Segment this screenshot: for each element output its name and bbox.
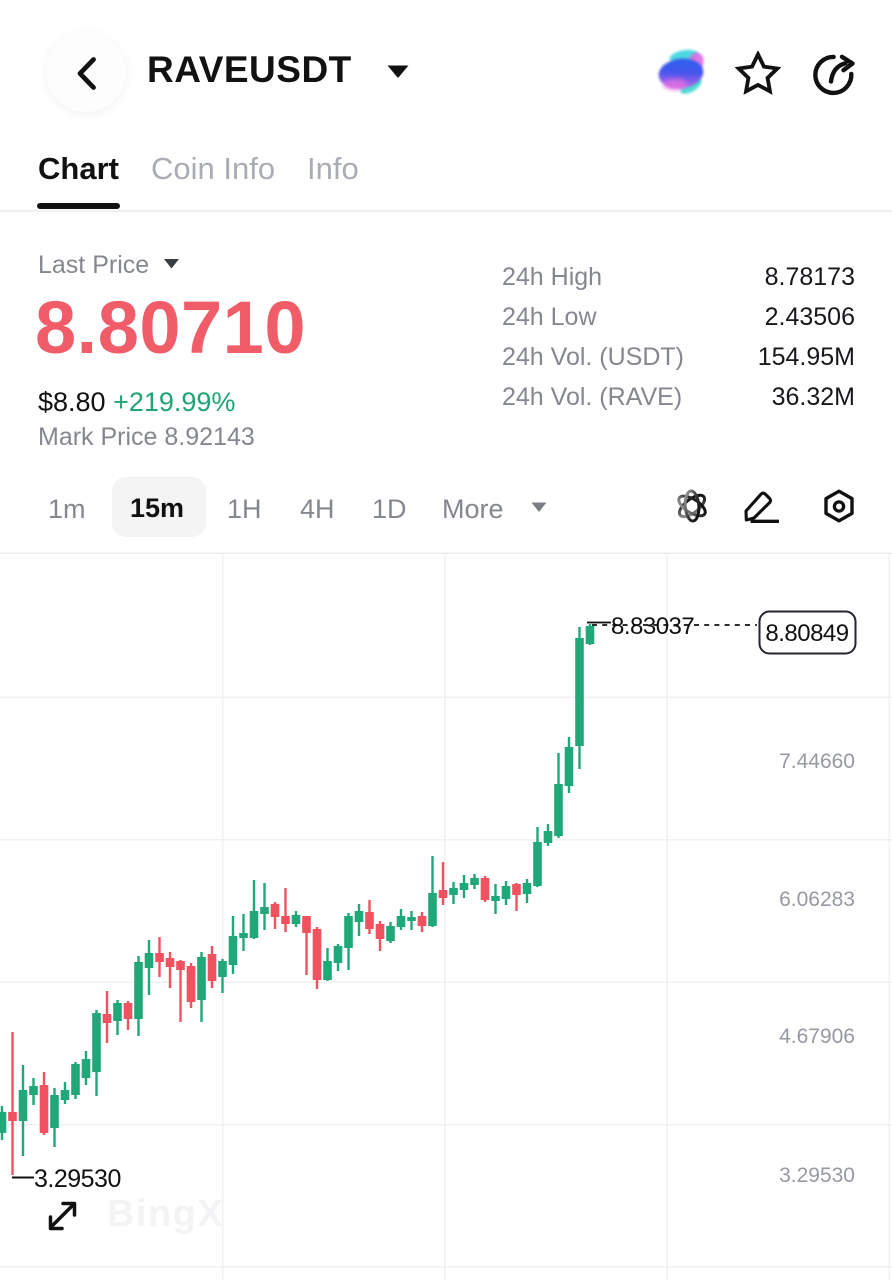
- svg-text:7.44660: 7.44660: [779, 750, 855, 773]
- svg-text:6.06283: 6.06283: [779, 888, 855, 911]
- svg-text:3.29530: 3.29530: [779, 1164, 855, 1187]
- svg-text:4.67906: 4.67906: [779, 1025, 855, 1048]
- svg-text:3.29530: 3.29530: [34, 1165, 121, 1193]
- svg-text:8.80849: 8.80849: [765, 620, 848, 647]
- svg-text:8.83037: 8.83037: [611, 613, 694, 640]
- svg-text:BingX: BingX: [107, 1193, 224, 1235]
